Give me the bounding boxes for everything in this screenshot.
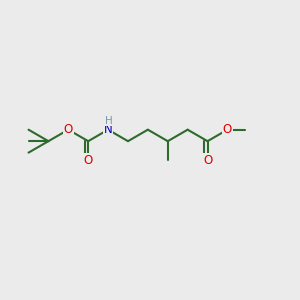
Text: O: O <box>203 154 212 167</box>
Text: H: H <box>105 116 113 126</box>
Text: N: N <box>104 123 112 136</box>
Text: O: O <box>64 123 73 136</box>
Text: O: O <box>223 123 232 136</box>
Text: O: O <box>84 154 93 167</box>
